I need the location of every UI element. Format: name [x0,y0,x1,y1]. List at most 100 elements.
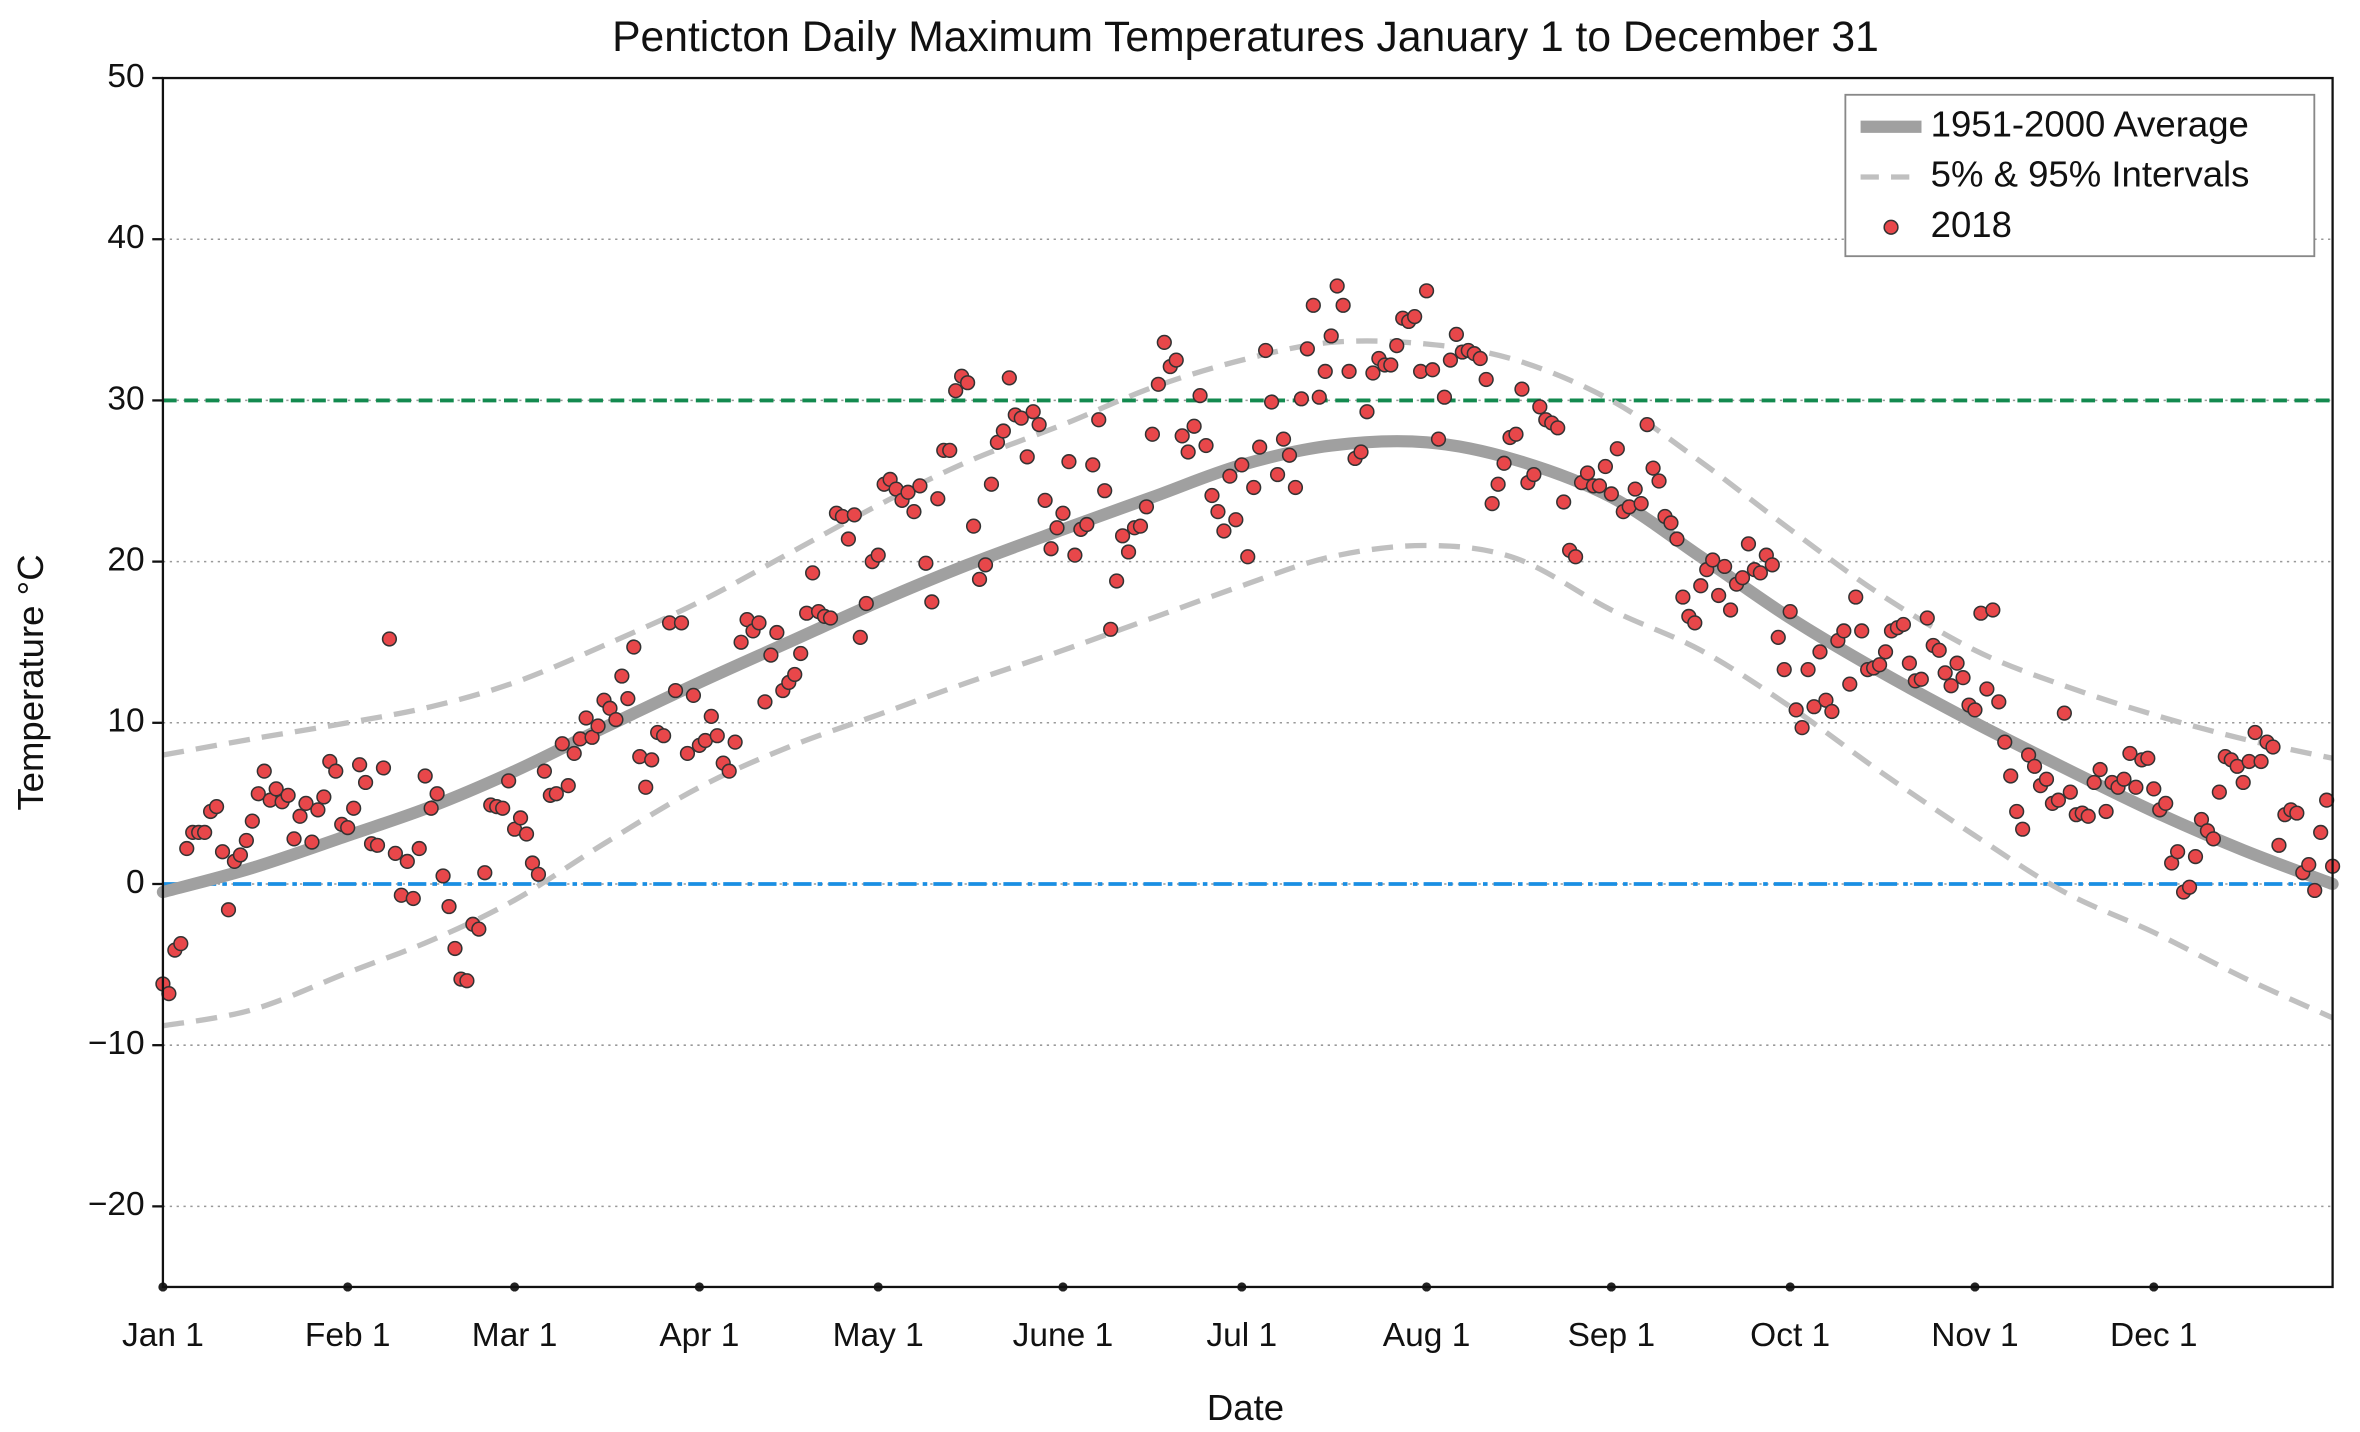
data-point [2140,750,2156,766]
data-point [2122,745,2138,762]
data-point [1198,437,1214,454]
data-point [995,423,1011,439]
data-point [1067,547,1083,563]
data-point [1091,412,1107,428]
data-point [2265,739,2281,755]
data-point [1049,520,1065,536]
data-point [1764,557,1780,573]
data-point [751,615,767,631]
data-point [2307,882,2323,899]
data-point [1156,334,1172,351]
data-point [626,639,642,655]
data-point [1252,439,1268,455]
data-point [1281,447,1298,463]
data-point [733,634,749,650]
data-point [268,781,284,797]
data-point [1240,549,1256,565]
data-point [805,565,821,581]
data-point [1913,671,1929,687]
data-point [1997,734,2013,750]
data-point [870,547,886,563]
data-point [352,757,368,773]
data-point [161,985,177,1002]
data-point [1490,476,1506,492]
data-point [1472,350,1488,367]
data-point [1812,644,1828,660]
data-point [304,834,320,850]
data-point [638,779,654,795]
x-tick-label: Sep 1 [1568,1317,1656,1354]
data-point [793,645,809,662]
data-point [1097,483,1113,499]
data-point [1716,558,1733,575]
data-point [387,845,403,861]
data-point [1192,387,1208,404]
data-point [1824,703,1840,720]
data-point [1138,499,1155,515]
data-point [1275,431,1292,447]
legend-label: 2018 [1931,204,2012,245]
data-point [1299,341,1315,357]
data-point [1043,541,1059,557]
data-point [918,555,934,571]
data-point [2038,771,2055,787]
data-point [620,691,636,707]
data-point [566,745,582,762]
data-point [1180,444,1196,460]
data-point [1991,694,2007,710]
y-tick-label: 10 [107,703,144,740]
data-point [501,773,517,789]
data-point [1430,431,1447,447]
data-point [1895,616,1912,633]
data-point [1705,552,1721,568]
data-point [608,711,624,728]
x-tick-label: Mar 1 [472,1317,558,1354]
data-point [471,921,487,937]
data-point [1633,495,1649,512]
data-point [1550,420,1566,436]
data-point [346,800,362,816]
data-point [2205,831,2221,847]
legend-swatch [1883,219,1899,235]
data-point [173,936,189,952]
data-point [1031,416,1047,433]
data-point [518,826,535,842]
data-point [548,786,564,802]
data-point [429,786,445,802]
data-point [852,629,868,645]
data-point [357,774,374,791]
data-point [292,808,308,824]
data-point [2092,761,2108,778]
data-point [1341,363,1357,380]
data-point [1591,478,1608,494]
data-point [2116,771,2132,787]
data-point [1132,518,1149,534]
data-point [2319,792,2335,808]
data-point [197,824,213,841]
data-point [375,760,392,776]
interval-line [162,542,2334,1029]
x-tick-label: Dec 1 [2110,1317,2197,1354]
data-point [1287,479,1304,496]
data-point [822,610,839,626]
data-point [1949,655,1965,671]
data-point [1806,699,1822,715]
data-point [1329,278,1345,294]
data-point [2050,792,2067,808]
data-point [1037,492,1053,508]
data-point [477,865,493,881]
data-point [1085,457,1101,473]
data-point [1317,363,1333,380]
x-tick-label: Oct 1 [1750,1317,1830,1354]
data-point [1782,603,1798,620]
data-point [2301,857,2317,873]
data-point [685,687,702,704]
data-point [1150,376,1166,392]
data-point [1186,418,1202,434]
data-point [179,840,195,857]
data-point [1418,283,1435,299]
data-point [1174,428,1190,444]
data-point [1311,389,1327,405]
data-point [614,668,630,684]
data-point [1794,720,1810,736]
